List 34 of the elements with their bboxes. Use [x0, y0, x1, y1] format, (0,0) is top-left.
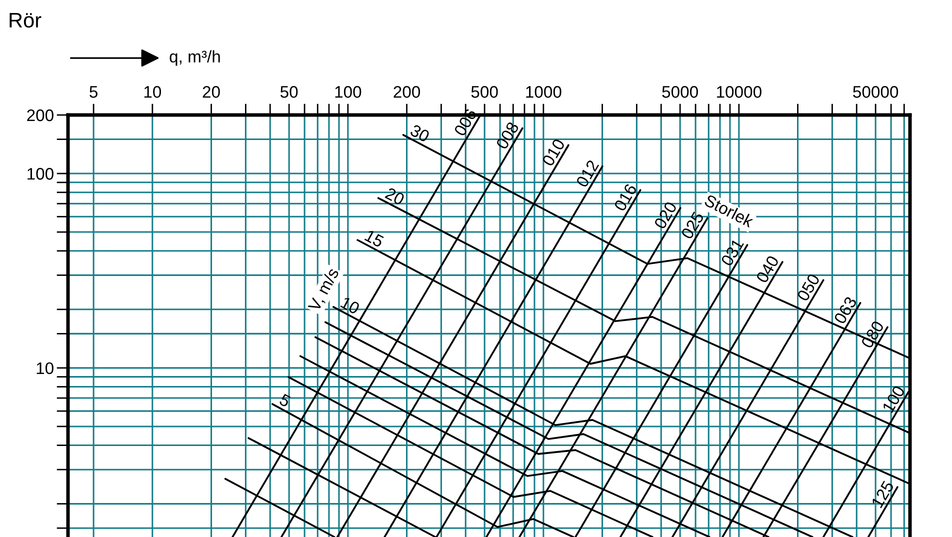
- text: 012: [576, 159, 600, 188]
- x-tick-label: 10: [144, 86, 162, 98]
- annotation: V, m/s: [307, 266, 341, 314]
- x-tick-label: 50: [280, 86, 298, 98]
- x-tick-label: 50000: [853, 86, 898, 98]
- text: 020: [654, 200, 678, 230]
- text: 008: [496, 121, 520, 150]
- text: 30: [410, 124, 430, 143]
- x-tick-label: 5000: [662, 86, 698, 98]
- x-tick-label: 100: [335, 86, 362, 98]
- x-axis-title: q, m³/h: [170, 50, 220, 66]
- text: 040: [756, 254, 780, 284]
- text: 15: [364, 230, 384, 248]
- text: 100: [882, 384, 906, 414]
- text: 025: [680, 211, 704, 240]
- x-tick-label: 5: [90, 86, 98, 98]
- x-tick-label: 200: [394, 86, 420, 98]
- chart-title: Rör: [10, 13, 42, 28]
- text: 031: [720, 238, 744, 267]
- text: 5: [278, 393, 292, 408]
- text: 016: [614, 183, 638, 212]
- x-tick-label: 1000: [526, 86, 562, 98]
- text: 050: [796, 273, 820, 302]
- text: 063: [834, 296, 858, 325]
- x-tick-label: 10000: [717, 86, 762, 98]
- text: 010: [542, 138, 566, 167]
- x-tick-label: 20: [202, 86, 220, 98]
- y-tick-label: 10: [36, 362, 54, 374]
- x-tick-label: 500: [471, 86, 498, 98]
- y-tick-label: 100: [28, 168, 54, 180]
- text: 10: [340, 296, 360, 315]
- text: 125: [871, 480, 894, 508]
- y-tick-label: 200: [27, 109, 54, 122]
- text: 20: [384, 187, 406, 206]
